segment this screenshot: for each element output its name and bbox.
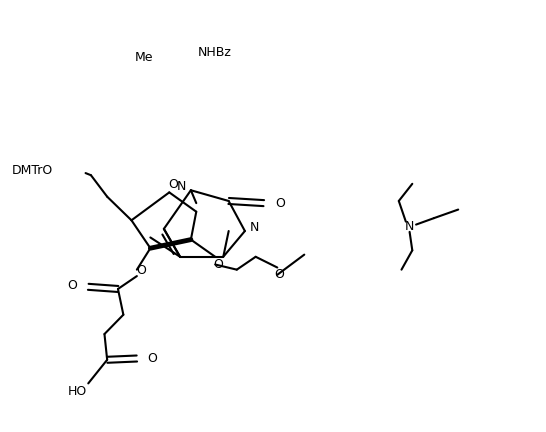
Text: O: O [136, 264, 146, 277]
Text: HO: HO [68, 385, 87, 398]
Text: O: O [276, 197, 286, 210]
Text: O: O [68, 280, 78, 292]
Text: O: O [169, 178, 179, 191]
Text: N: N [176, 180, 186, 193]
Text: O: O [213, 258, 223, 271]
Text: NHBz: NHBz [198, 46, 232, 59]
Text: O: O [147, 352, 158, 365]
Text: DMTrO: DMTrO [12, 165, 53, 178]
Text: N: N [405, 220, 414, 233]
Text: N: N [250, 221, 259, 234]
Text: O: O [274, 268, 284, 281]
Text: Me: Me [134, 51, 153, 64]
